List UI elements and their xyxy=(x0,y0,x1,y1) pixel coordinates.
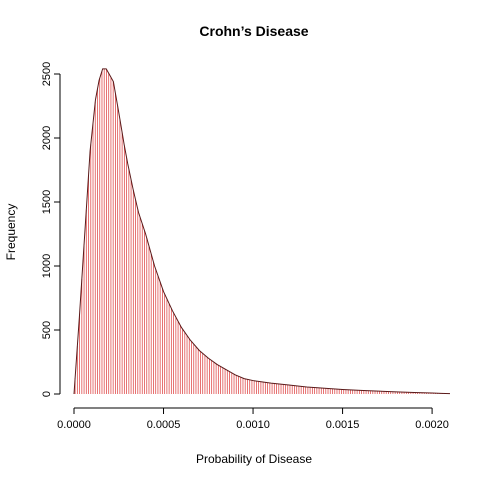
frequency-curve xyxy=(73,68,451,395)
x-tick-label: 0.0010 xyxy=(236,419,270,431)
y-tick-label: 0 xyxy=(41,391,53,397)
y-tick-label: 1000 xyxy=(41,254,53,278)
y-tick-label: 2500 xyxy=(41,62,53,86)
x-tick-label: 0.0015 xyxy=(326,419,360,431)
x-tick-label: 0.0020 xyxy=(415,419,449,431)
y-axis-label: Frequency xyxy=(4,204,18,261)
histogram-spikes xyxy=(74,68,450,394)
axes: 0.0000 0.0005 0.0010 0.0015 0.0020 0 500 1000 15… xyxy=(41,62,449,431)
chart-title: Crohn’s Disease xyxy=(199,23,308,39)
x-tick-label: 0.0000 xyxy=(57,419,91,431)
y-tick-label: 500 xyxy=(41,321,53,339)
y-tick-label: 2000 xyxy=(41,126,53,150)
x-axis-label: Probability of Disease xyxy=(196,452,312,466)
y-tick-label: 1500 xyxy=(41,190,53,214)
x-tick-label: 0.0005 xyxy=(147,419,181,431)
density-curve-layer xyxy=(73,68,451,395)
